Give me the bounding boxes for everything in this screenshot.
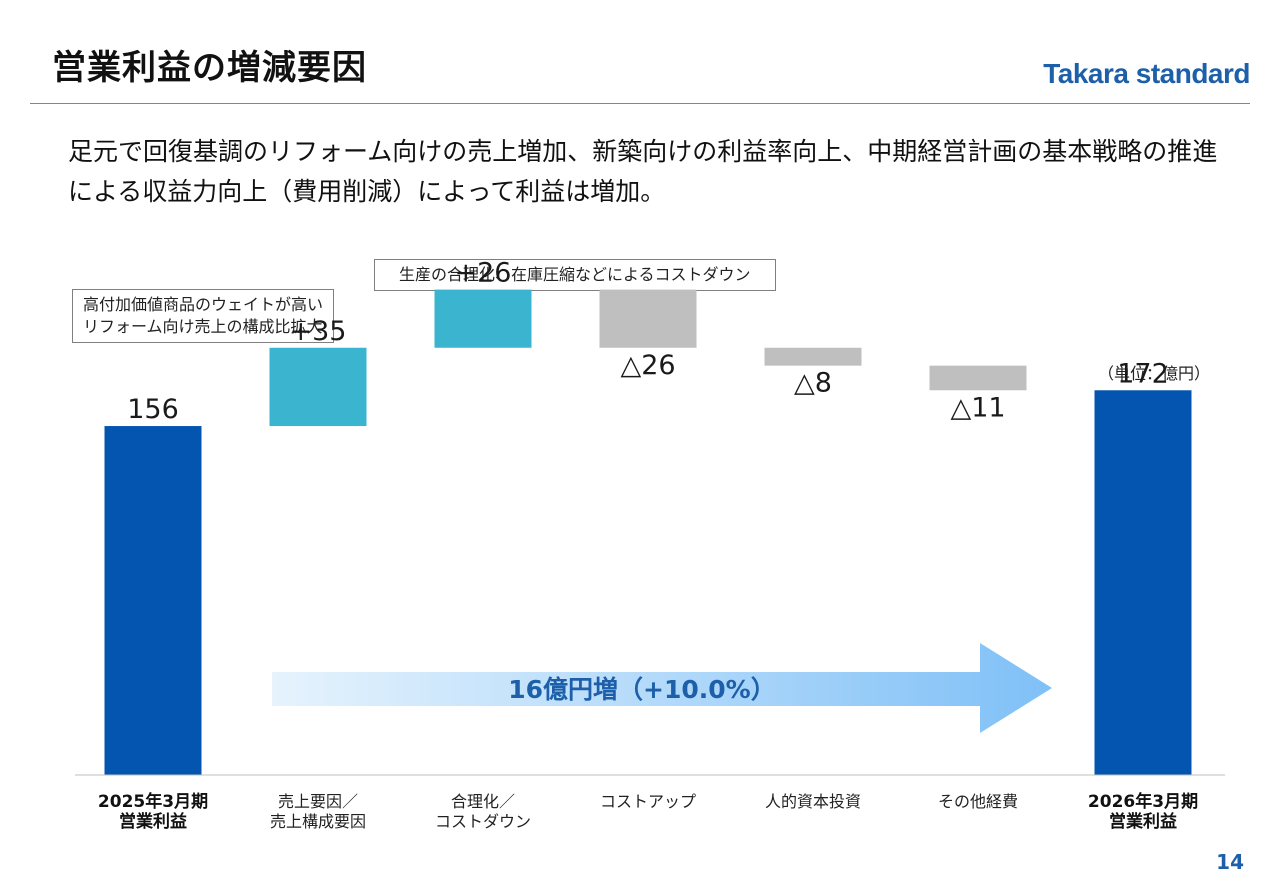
x-label-0: 2025年3月期 営業利益 [97, 792, 209, 832]
data-label-0: 156 [127, 394, 179, 425]
lead-text: 足元で回復基調のリフォーム向けの売上増加、新築向けの利益率向上、中期経営計画の基… [68, 137, 1218, 206]
bar-2 [434, 289, 532, 348]
callout-sales: 高付加価値商品のウェイトが高い リフォーム向け売上の構成比拡大 [72, 289, 335, 343]
bar-3 [599, 289, 697, 348]
data-label-5: △11 [950, 392, 1005, 423]
data-label-2: +26 [455, 258, 512, 289]
company-logo: Takara standard [1043, 58, 1250, 89]
increase-arrow-label: 16億円増（+10.0%） [508, 675, 775, 704]
data-label-6: 172 [1117, 358, 1169, 389]
x-label-1: 売上要因／ 売上構成要因 [269, 792, 366, 831]
page-number: 14 [1216, 850, 1244, 874]
data-label-4: △8 [794, 368, 832, 399]
bar-0 [104, 426, 202, 775]
x-label-6: 2026年3月期 営業利益 [1087, 792, 1199, 832]
data-label-1: +35 [290, 316, 347, 347]
data-labels-group: 156 +35 +26 △26 △8 △11 172 [127, 258, 1169, 425]
x-label-4: 人的資本投資 [764, 792, 861, 811]
bars-group [104, 289, 1192, 775]
callout-rationalization: 生産の合理化、在庫圧縮などによるコストダウン [374, 259, 776, 291]
data-label-3: △26 [620, 350, 675, 381]
increase-arrow: 16億円増（+10.0%） [272, 643, 1052, 733]
bar-5 [929, 365, 1027, 391]
bar-1 [269, 347, 367, 427]
increase-arrow-shape [272, 643, 1052, 733]
unit-label: （単位：億円） [1098, 364, 1211, 383]
bar-6 [1094, 390, 1192, 775]
bar-4 [764, 347, 862, 366]
x-label-5: その他経費 [937, 792, 1018, 811]
x-label-2: 合理化／ コストダウン [434, 792, 531, 831]
x-label-3: コストアップ [599, 792, 696, 811]
header-divider [30, 103, 1250, 104]
page-title: 営業利益の増減要因 [52, 48, 367, 88]
